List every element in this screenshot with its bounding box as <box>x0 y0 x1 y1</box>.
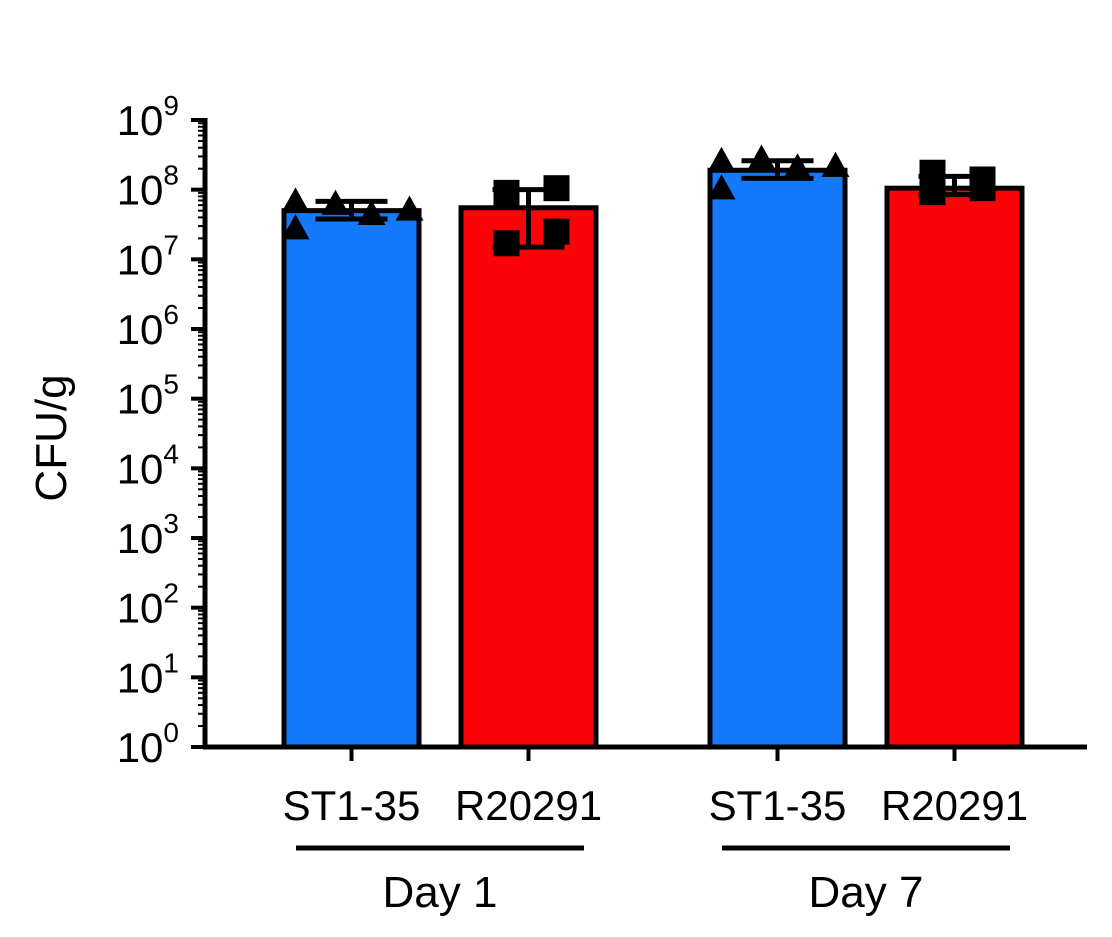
y-tick-label: 102 <box>117 578 179 632</box>
y-tick-label: 100 <box>117 717 179 771</box>
bars <box>281 167 1025 750</box>
data-point-triangle <box>783 153 812 179</box>
y-tick-label: 106 <box>117 299 179 353</box>
y-tick-label: 109 <box>117 90 179 144</box>
group-label: Day 7 <box>809 868 924 917</box>
data-point-square <box>493 179 520 206</box>
data-point-triangle <box>707 174 736 200</box>
data-point-triangle <box>395 195 424 221</box>
category-label: R20291 <box>881 782 1028 829</box>
bar <box>707 167 848 750</box>
data-point-triangle <box>357 199 386 226</box>
y-axis: 100 101 102 103 104 105 106 107 108 109 <box>117 90 208 771</box>
data-point-square <box>969 166 996 193</box>
data-point-triangle <box>281 214 310 240</box>
data-point-triangle <box>281 187 310 213</box>
category-label: R20291 <box>455 782 602 829</box>
data-point-square <box>493 230 520 257</box>
y-tick-label: 105 <box>117 369 179 423</box>
category-label: ST1-35 <box>709 782 847 829</box>
data-points <box>281 144 996 257</box>
category-labels: ST1-35 R20291 Day 1 ST1-35 R20291 Day 7 <box>283 782 1028 917</box>
y-tick-label: 107 <box>117 229 179 283</box>
data-point-square <box>543 218 570 245</box>
y-tick-label: 101 <box>117 647 179 701</box>
group-label: Day 1 <box>383 868 498 917</box>
x-axis <box>203 744 1087 761</box>
data-point-square <box>919 159 946 186</box>
data-point-triangle <box>321 189 350 215</box>
category-label: ST1-35 <box>283 782 421 829</box>
y-tick-label: 104 <box>117 438 179 492</box>
y-tick-label: 108 <box>117 160 179 214</box>
bar <box>281 208 422 750</box>
data-point-triangle <box>821 151 850 178</box>
data-point-triangle <box>747 144 776 170</box>
data-point-triangle <box>707 146 736 172</box>
bar <box>458 205 599 750</box>
data-point-square <box>543 175 570 202</box>
bar <box>884 185 1025 750</box>
y-axis-label: CFU/g <box>27 374 76 501</box>
y-tick-label: 103 <box>117 508 179 562</box>
